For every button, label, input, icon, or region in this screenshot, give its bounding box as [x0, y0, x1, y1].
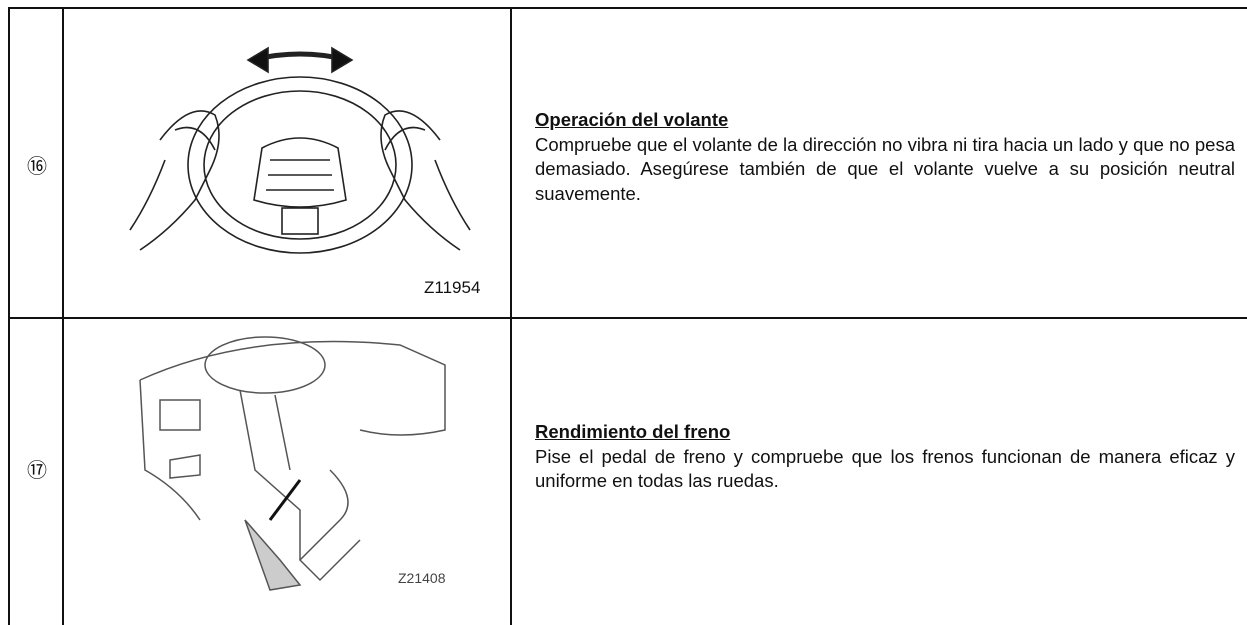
row-text: Rendimiento del freno Pise el pedal de f… [535, 420, 1235, 494]
brake-illustration [139, 336, 446, 591]
row-number: ⑯ [27, 156, 47, 178]
figure-code: Z11954 [424, 278, 481, 297]
body-text: Pise el pedal de freno y compruebe que l… [535, 445, 1235, 492]
figure-code: Z21408 [398, 570, 446, 586]
row-text: Operación del volante Compruebe que el v… [535, 108, 1235, 206]
heading: Operación del volante [535, 109, 729, 130]
body-text: Compruebe que el volante de la dirección… [535, 133, 1235, 204]
heading: Rendimiento del freno [535, 421, 731, 442]
steering-wheel-illustration [129, 46, 471, 254]
row-number: ⑰ [27, 460, 47, 482]
